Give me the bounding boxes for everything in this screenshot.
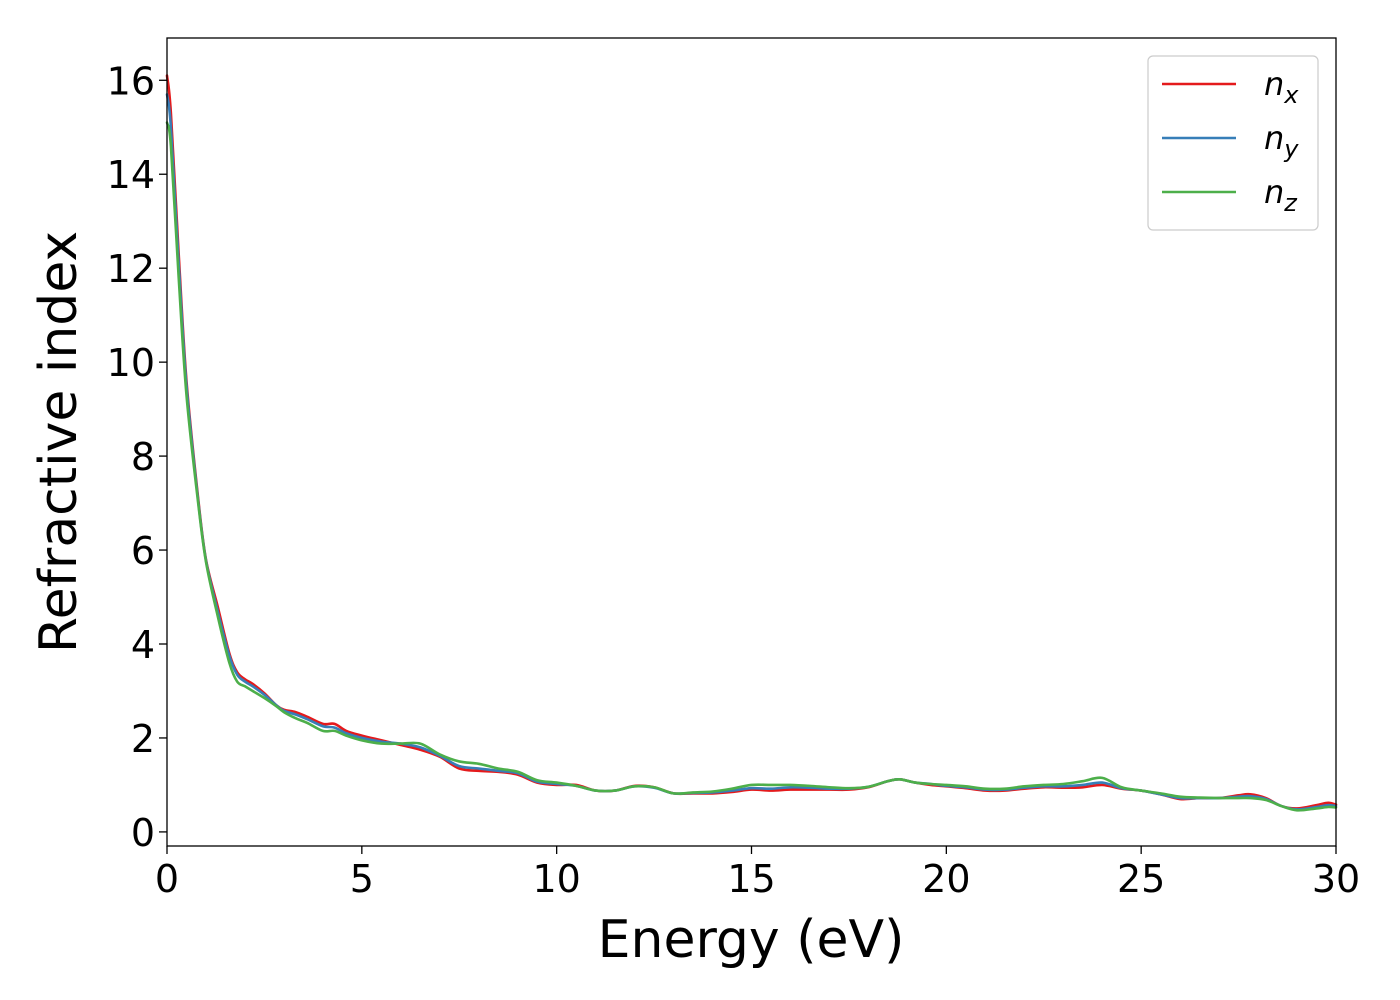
y-tick-label: 16 [107, 59, 155, 103]
x-tick-label: 10 [532, 857, 580, 901]
legend: nx ny nz [1147, 55, 1319, 231]
y-tick-label: 4 [131, 623, 155, 667]
y-tick-label: 10 [107, 341, 155, 385]
legend-label-ny: ny [1264, 119, 1299, 163]
x-tick-label: 30 [1312, 857, 1360, 901]
y-tick-label: 2 [131, 717, 155, 761]
x-tick-label: 25 [1117, 857, 1165, 901]
x-tick-label: 20 [922, 857, 970, 901]
x-tick-label: 0 [155, 857, 179, 901]
legend-label-nz: nz [1264, 173, 1298, 217]
y-tick-label: 0 [131, 811, 155, 855]
y-tick-label: 14 [107, 153, 155, 197]
x-tick-label: 15 [727, 857, 775, 901]
x-tick-label: 5 [350, 857, 374, 901]
x-axis-title: Energy (eV) [598, 910, 905, 970]
series-line-nz [165, 121, 1338, 812]
legend-label-nx: nx [1264, 65, 1299, 109]
y-tick-label: 6 [131, 529, 155, 573]
y-tick-label: 8 [131, 435, 155, 479]
legend-box [1147, 55, 1319, 231]
y-tick-label: 12 [107, 247, 155, 291]
axis-ticks: 0 5 10 15 20 25 30 0 2 4 6 8 10 12 14 16 [107, 59, 1361, 901]
series-lines [165, 74, 1338, 812]
y-axis-title: Refractive index [29, 231, 89, 653]
